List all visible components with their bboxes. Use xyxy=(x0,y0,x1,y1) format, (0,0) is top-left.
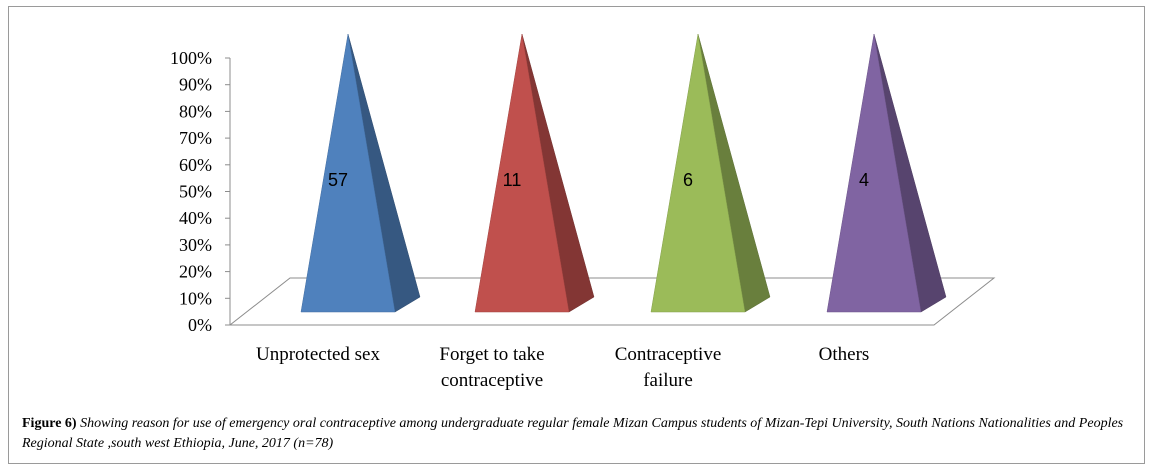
data-label: 11 xyxy=(503,170,522,190)
x-category-label: contraceptive xyxy=(441,370,543,391)
x-category-label: Forget to take xyxy=(439,344,544,365)
caption-lead: Figure 6) xyxy=(22,416,77,431)
y-tick-label: 20% xyxy=(179,262,212,282)
x-category-label: Unprotected sex xyxy=(256,344,380,365)
data-label: 6 xyxy=(683,170,693,190)
y-tick-label: 50% xyxy=(179,182,212,202)
x-category-label: Others xyxy=(819,344,870,365)
pyramid-front-3 xyxy=(650,33,746,313)
pyramid-front-1 xyxy=(300,33,396,313)
y-tick-label: 10% xyxy=(179,288,212,308)
y-tick-label: 30% xyxy=(179,235,212,255)
y-tick-label: 0% xyxy=(188,315,212,335)
y-tick-label: 60% xyxy=(179,155,212,175)
pyramid-front-2 xyxy=(474,33,570,313)
data-label: 57 xyxy=(328,170,348,190)
y-tick-label: 40% xyxy=(179,208,212,228)
figure-caption: Figure 6) Showing reason for use of emer… xyxy=(22,414,1137,454)
caption-text: Showing reason for use of emergency oral… xyxy=(22,416,1124,451)
data-label: 4 xyxy=(859,170,869,190)
pyramid-chart: 0% 10% 20% 30% 40% 50% 60% 70% 80% 90% 100% 57 Unpro… xyxy=(170,33,996,391)
x-category-label: Contraceptive xyxy=(615,344,722,365)
floor-plane xyxy=(228,277,996,326)
y-tick-label: 70% xyxy=(179,128,212,148)
y-tick-label: 90% xyxy=(179,75,212,95)
pyramid-front-4 xyxy=(826,33,922,313)
y-tick-label: 100% xyxy=(170,48,212,68)
x-category-label: failure xyxy=(643,370,693,391)
y-tick-label: 80% xyxy=(179,101,212,121)
